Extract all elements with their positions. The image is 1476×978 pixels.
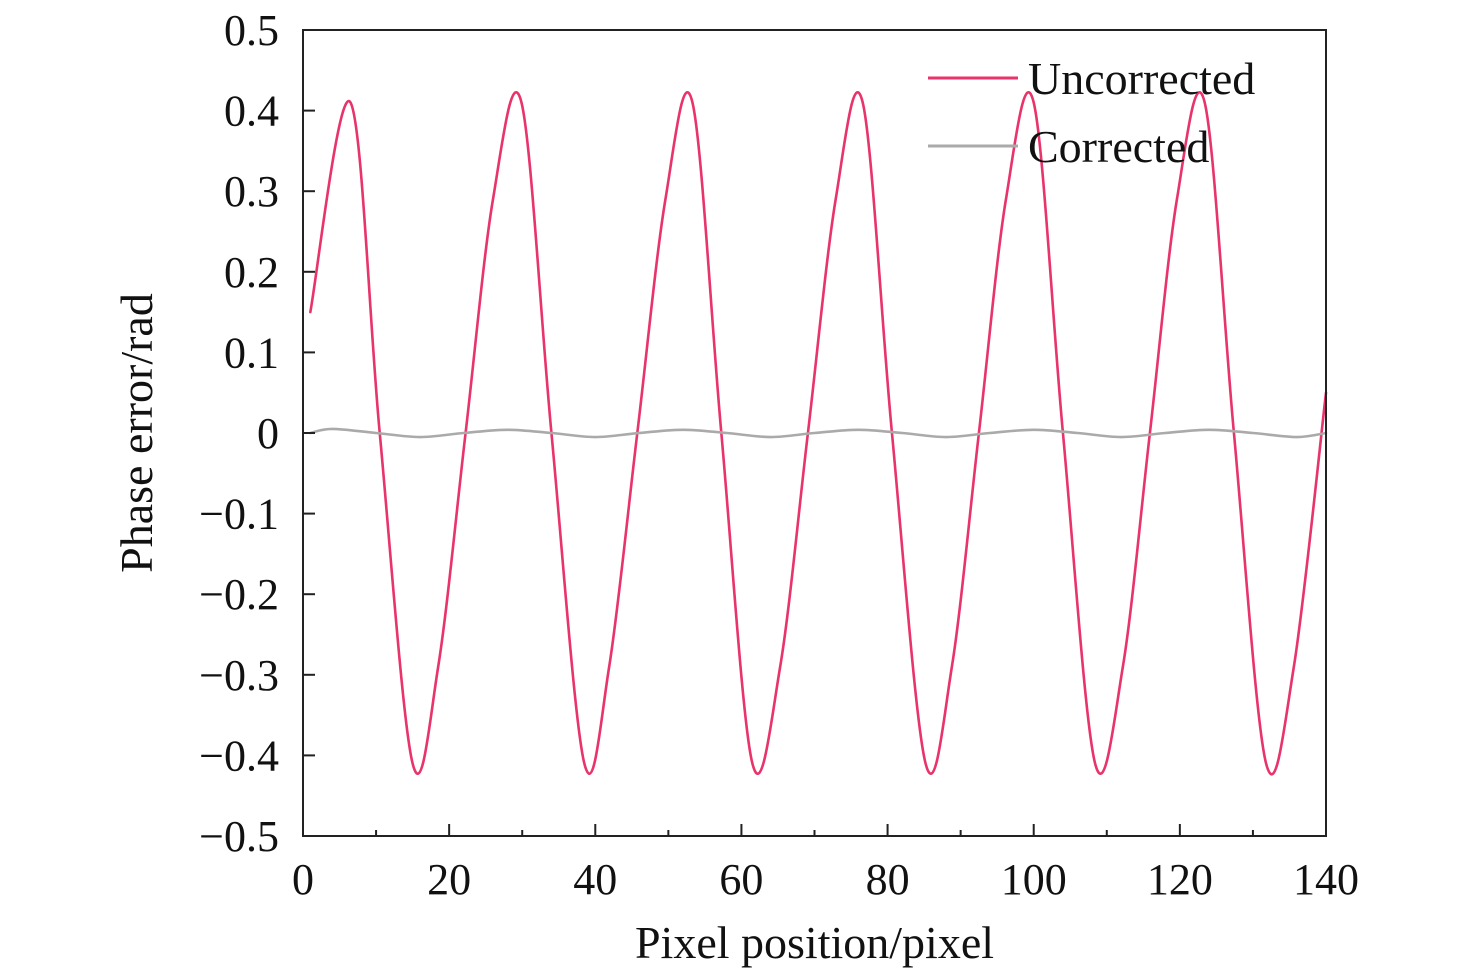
y-tick-label: −0.5 (199, 812, 279, 861)
series-line-corrected (309, 427, 1328, 439)
y-tick-label: 0.4 (224, 87, 279, 136)
x-tick-label: 100 (1001, 855, 1067, 904)
series-line-uncorrected (309, 91, 1328, 776)
y-tick-label: 0 (257, 409, 279, 458)
x-tick-label: 0 (292, 855, 314, 904)
y-tick-label: 0.2 (224, 248, 279, 297)
y-tick-label: −0.1 (199, 490, 279, 539)
x-tick-label: 120 (1147, 855, 1213, 904)
ticks-layer: 0 20 40 60 80 100 120 140 0.5 0.4 0.3 0.2 0.1 0 −0.1 −0… (199, 6, 1359, 904)
x-tick-label: 60 (719, 855, 763, 904)
legend: Uncorrected Corrected (928, 53, 1255, 172)
y-tick-label: 0.1 (224, 328, 279, 377)
y-tick-label: −0.3 (199, 651, 279, 700)
series-layer (309, 91, 1328, 776)
y-tick-label: 0.3 (224, 167, 279, 216)
x-axis-title: Pixel position/pixel (635, 917, 994, 968)
y-tick-label: 0.5 (224, 6, 279, 55)
y-tick-label: −0.4 (199, 731, 279, 780)
legend-label: Uncorrected (1028, 53, 1255, 104)
x-tick-label: 20 (427, 855, 471, 904)
x-tick-label: 40 (573, 855, 617, 904)
x-tick-label: 140 (1293, 855, 1359, 904)
legend-label: Corrected (1028, 121, 1209, 172)
y-tick-label: −0.2 (199, 570, 279, 619)
y-axis-title: Phase error/rad (111, 293, 162, 573)
x-tick-label: 80 (866, 855, 910, 904)
